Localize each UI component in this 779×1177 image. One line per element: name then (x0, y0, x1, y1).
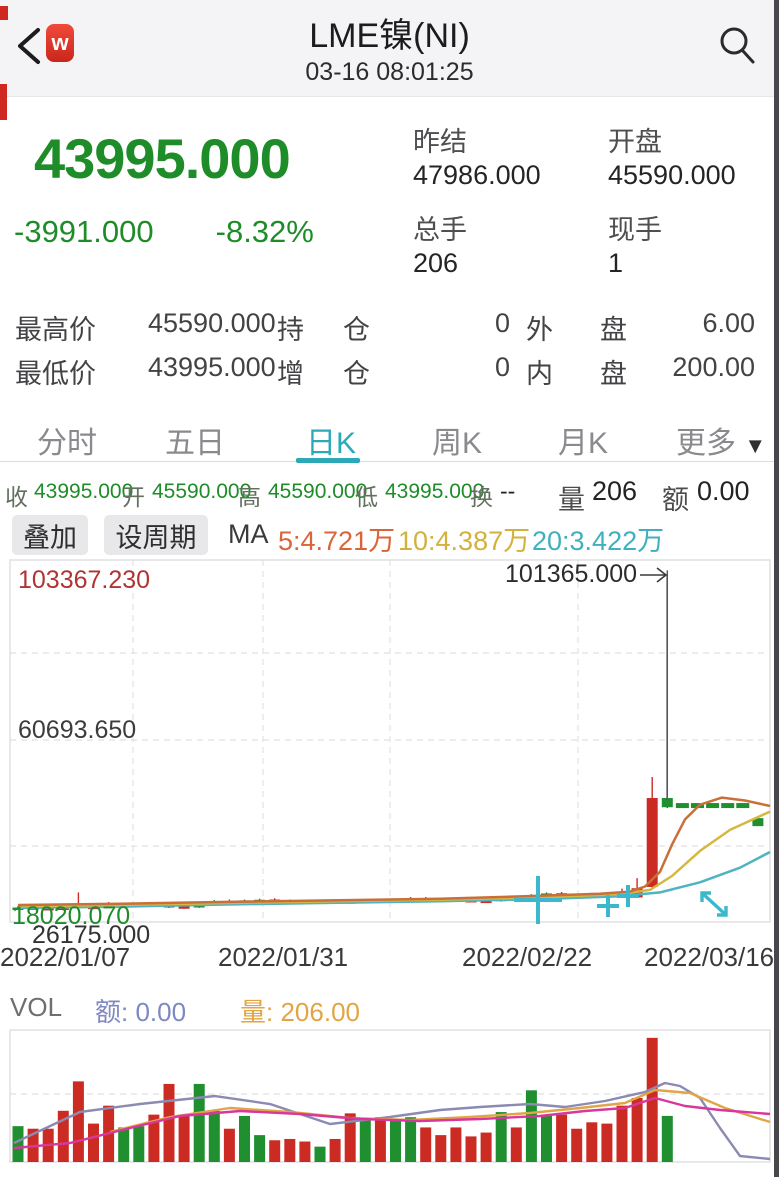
ohlc-summary-row: 收 43995.000 开 45590.000 高 45590.000 低 43… (0, 474, 779, 515)
vol-amount-label: 额: 0.00 (95, 997, 187, 1027)
field-label-total-lots: 总手 (413, 215, 467, 245)
ohlc-value-turnover-rate: -- (500, 478, 516, 504)
stat-label-oichange-2: 仓 (343, 359, 370, 389)
stat-label-openinterest-1: 持 (277, 315, 304, 345)
first-close-annotation-label: 26175.000 (32, 921, 151, 949)
stat-label-oichange-1: 增 (277, 359, 304, 389)
field-label-current-lot: 现手 (608, 215, 662, 245)
ohlc-label-turnover-rate: 换 (470, 484, 493, 510)
ohlc-value-high: 45590.000 (268, 480, 368, 503)
stat-value-oichange: 0 (494, 352, 510, 382)
field-value-total-lots: 206 (413, 248, 459, 278)
stat-label-outer-1: 外 (526, 315, 553, 345)
chevron-down-icon: ▼ (744, 433, 767, 458)
active-tab-underline (296, 458, 360, 463)
field-value-current-lot: 1 (608, 248, 624, 278)
ma10-legend: 10:4.387万 (398, 526, 531, 556)
field-label-open: 开盘 (608, 127, 662, 157)
tab-intraday[interactable]: 分时 (37, 427, 97, 460)
stat-label-inner-1: 内 (526, 359, 553, 389)
tab-more[interactable]: 更多 ▼ (676, 427, 767, 460)
field-value-prev-settle: 47986.000 (413, 160, 541, 190)
ohlc-label-low: 低 (355, 484, 378, 510)
yaxis-max-label: 103367.230 (18, 566, 151, 594)
set-period-button[interactable]: 设周期 (104, 515, 208, 555)
vol-qty-label: 量: 206.00 (240, 997, 360, 1027)
ohlc-label-close: 收 (5, 484, 28, 510)
app-header: w LME镍(NI) 03-16 08:01:25 (0, 0, 779, 97)
screen-edge-artifact-red-left (0, 84, 7, 120)
chart-toolbar: 叠加 设周期 MA 5:4.721万 10:4.387万 20:3.422万 (0, 513, 779, 557)
page-title: LME镍(NI) (309, 17, 470, 55)
ma20-legend: 20:3.422万 (532, 526, 665, 556)
stat-label-inner-2: 盘 (600, 359, 627, 389)
stat-value-high: 45590.000 (148, 308, 276, 338)
wind-app-logo[interactable]: w (46, 24, 74, 62)
tab-monthly-k[interactable]: 月K (558, 427, 609, 460)
yaxis-mid-label: 60693.650 (18, 716, 137, 744)
ohlc-value-low: 43995.000 (385, 480, 485, 503)
stat-value-outer: 6.00 (702, 308, 755, 338)
x-tick-2: 2022/01/31 (218, 942, 349, 972)
screen-edge-artifact-right (774, 0, 779, 1177)
ohlc-label-open: 开 (122, 484, 145, 510)
ohlc-value-close: 43995.000 (34, 480, 134, 503)
search-icon[interactable] (717, 22, 757, 66)
price-change-row: -3991.000 -8.32% (14, 214, 384, 250)
x-tick-1: 2022/01/07 (0, 942, 131, 972)
x-axis-labels: 2022/01/07 2022/01/31 2022/02/22 2022/03… (0, 942, 779, 976)
screen-edge-artifact-red-top (0, 6, 8, 20)
stat-label-outer-2: 盘 (600, 315, 627, 345)
overlay-button[interactable]: 叠加 (12, 515, 88, 555)
stat-label-high: 最高价 (15, 315, 96, 345)
stat-value-openinterest: 0 (494, 308, 510, 338)
ohlc-value-volume: 206 (592, 476, 638, 506)
ohlc-value-open: 45590.000 (152, 480, 252, 503)
volume-chart[interactable] (0, 1028, 779, 1177)
x-tick-3: 2022/02/22 (462, 942, 593, 972)
price-change-pct: -8.32% (215, 214, 314, 249)
field-value-open: 45590.000 (608, 160, 736, 190)
field-label-prev-settle: 昨结 (413, 127, 467, 157)
quote-timestamp: 03-16 08:01:25 (305, 58, 474, 86)
stat-value-low: 43995.000 (148, 352, 276, 382)
stat-label-openinterest-2: 仓 (343, 315, 370, 345)
tab-daily-k[interactable]: 日K (306, 427, 357, 460)
tab-5day[interactable]: 五日 (165, 427, 225, 460)
yaxis-min-label: 18020.070 (12, 902, 131, 930)
chart-period-tabs: 分时 五日 日K 周K 月K 更多 ▼ (0, 408, 779, 463)
ohlc-value-amount: 0.00 (697, 476, 750, 506)
stat-label-low: 最低价 (15, 359, 96, 389)
back-icon[interactable] (12, 24, 48, 68)
stat-value-inner: 200.00 (672, 352, 755, 382)
ma-label: MA (228, 519, 269, 549)
ohlc-label-volume: 量 (558, 485, 585, 515)
tab-weekly-k[interactable]: 周K (432, 427, 483, 460)
high-annotation-label: 101365.000 (505, 560, 638, 588)
ma5-legend: 5:4.721万 (278, 526, 396, 556)
ohlc-label-amount: 额 (662, 485, 689, 515)
price-change: -3991.000 (14, 214, 154, 249)
x-tick-4: 2022/03/16 (644, 942, 775, 972)
last-price: 43995.000 (34, 127, 291, 190)
candlestick-chart[interactable] (0, 558, 779, 928)
volume-pane-header: VOL 额: 0.00 量: 206.00 (0, 992, 779, 1027)
ohlc-label-high: 高 (238, 484, 261, 510)
vol-label: VOL (10, 992, 63, 1022)
